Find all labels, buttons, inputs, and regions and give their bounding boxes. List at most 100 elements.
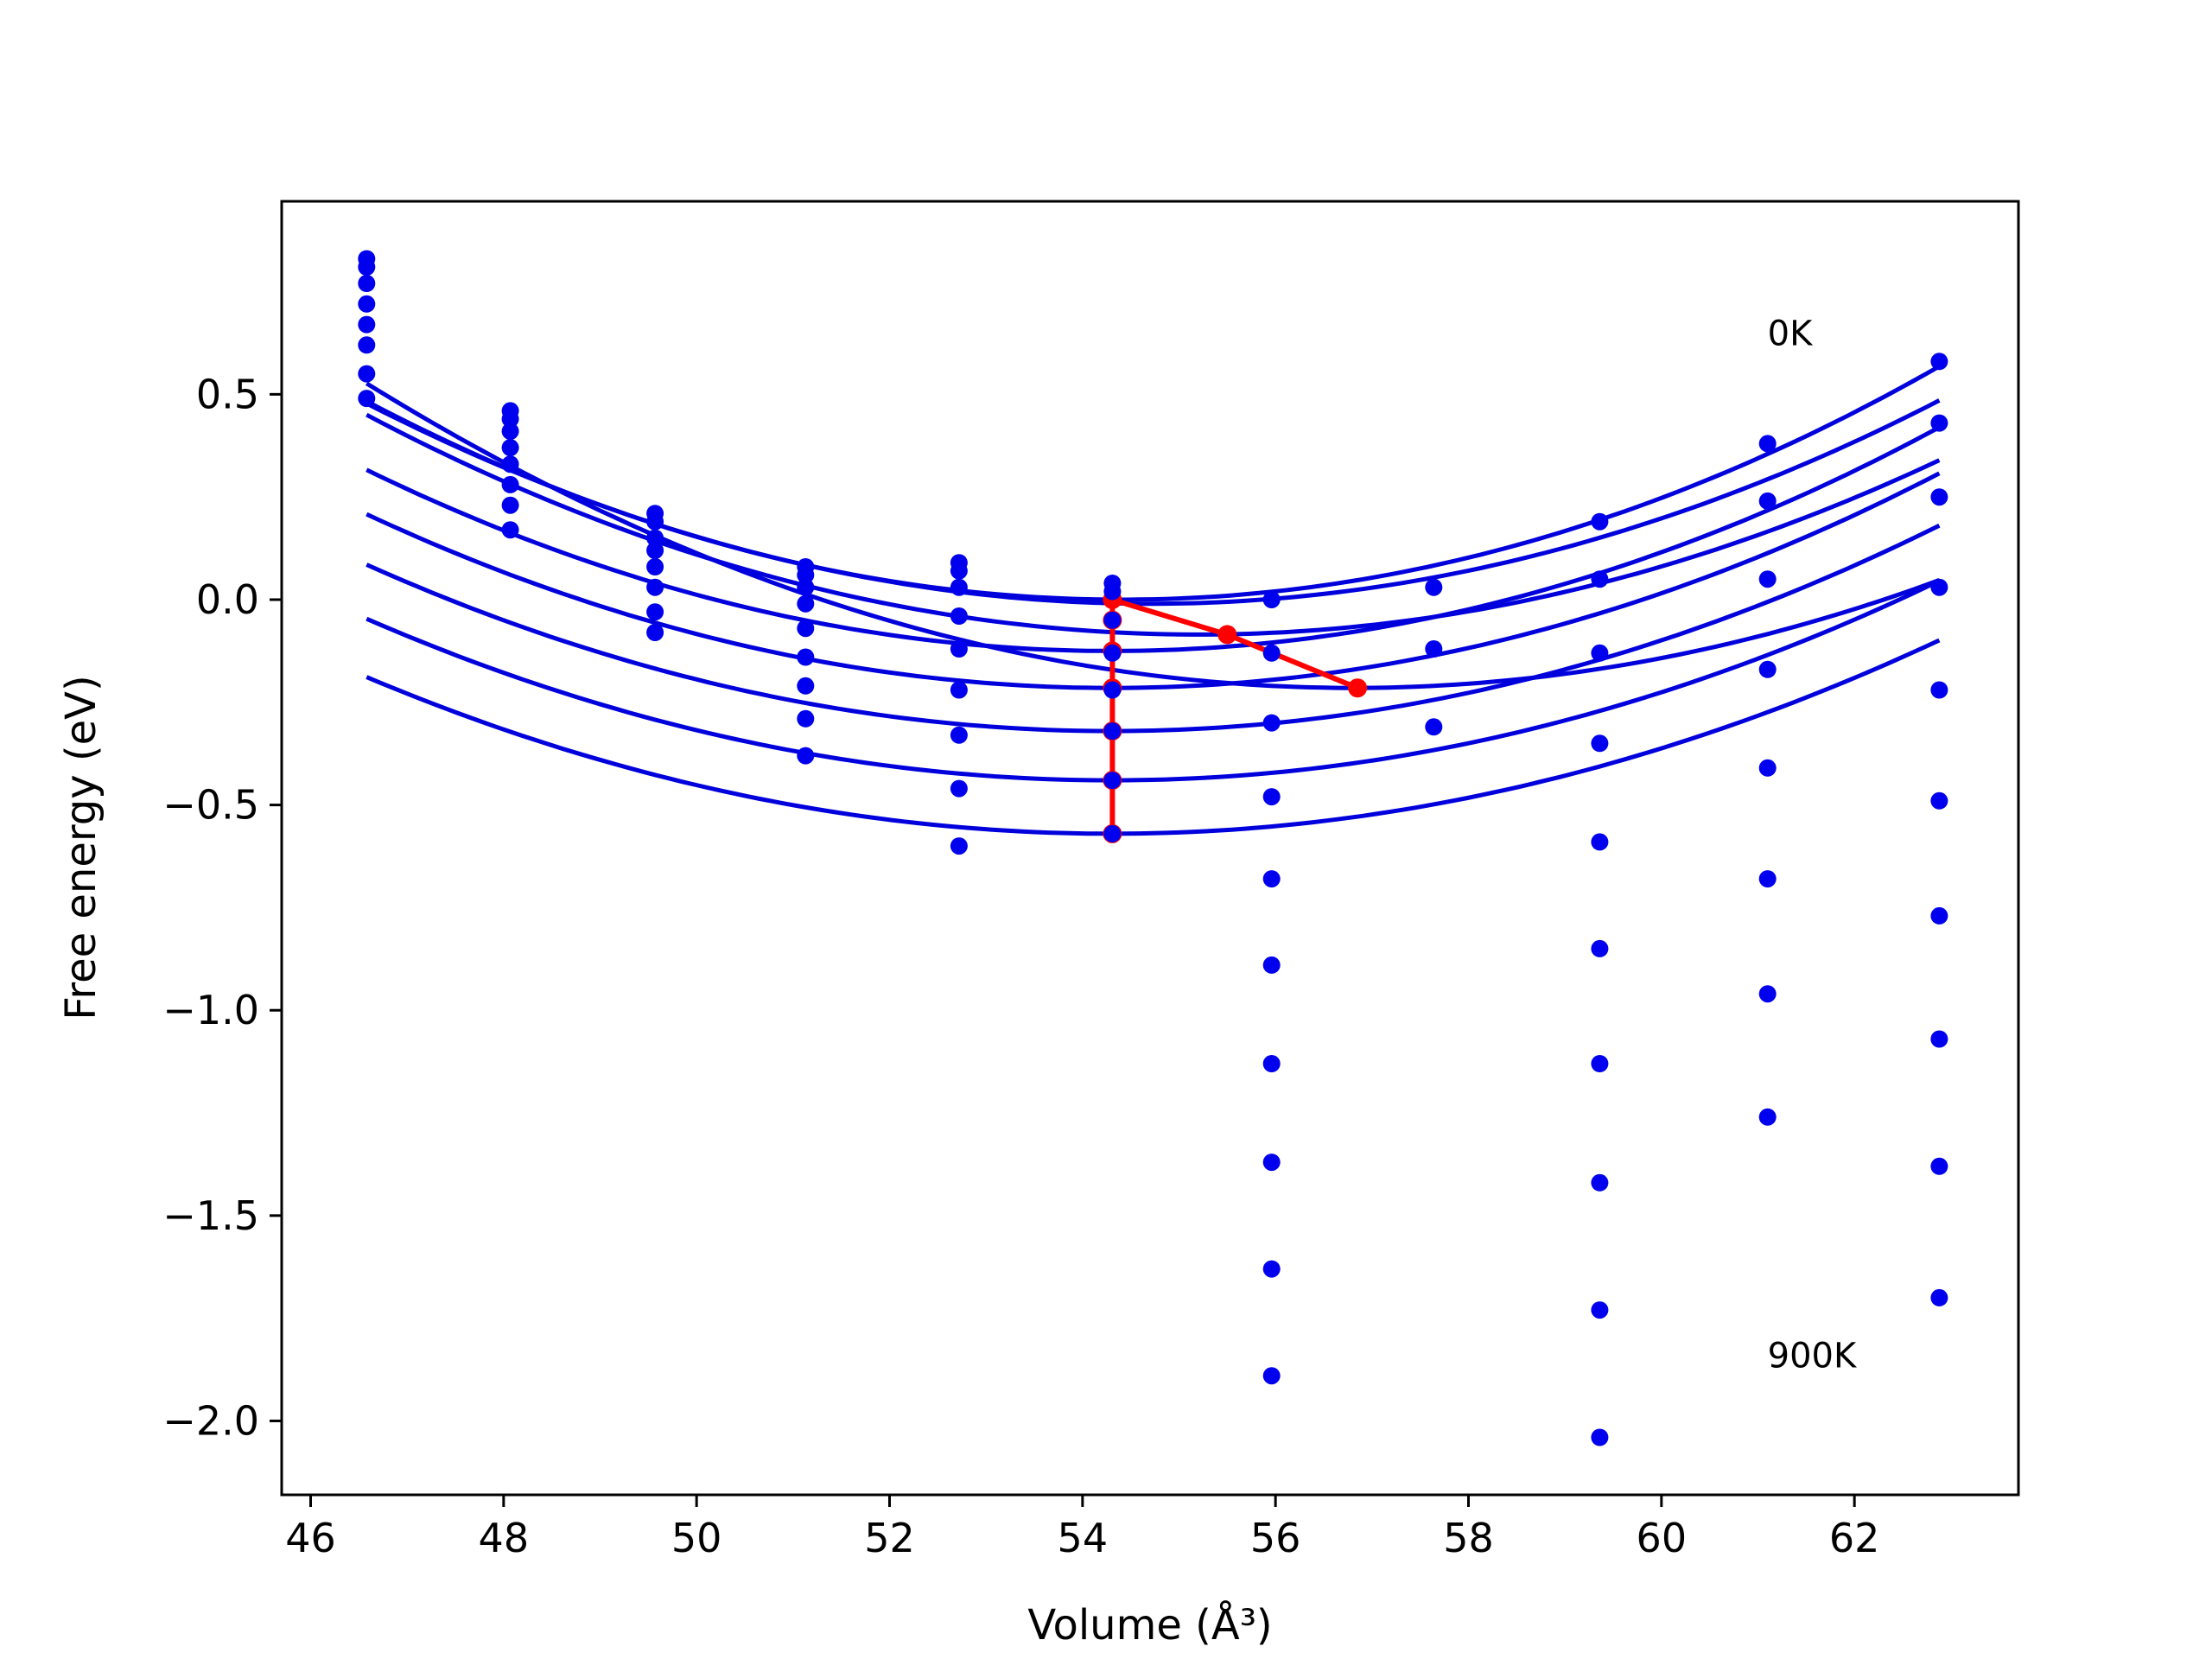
data-point-10-5 — [1930, 791, 1948, 810]
x-tick-label: 48 — [479, 1515, 530, 1561]
y-tick-label: 0.5 — [196, 371, 259, 417]
data-point-5-7 — [1103, 824, 1122, 842]
x-tick-label: 50 — [671, 1515, 722, 1561]
minima-point-0 — [1348, 678, 1368, 698]
data-point-10-3 — [1930, 578, 1948, 596]
data-point-9-2 — [1758, 570, 1777, 588]
data-point-6-7 — [1262, 1154, 1281, 1172]
data-point-8-1 — [1591, 570, 1609, 588]
data-point-1-5 — [501, 475, 519, 493]
data-point-9-1 — [1758, 492, 1777, 510]
x-tick-label: 62 — [1829, 1515, 1880, 1561]
data-point-1-4 — [501, 455, 519, 474]
data-point-4-1 — [950, 562, 968, 580]
x-tick-label: 56 — [1250, 1515, 1301, 1561]
data-point-4-5 — [950, 681, 968, 699]
data-point-3-6 — [797, 677, 815, 695]
y-tick-label: −1.0 — [162, 987, 259, 1033]
annotations-layer: 0K 900K — [1768, 314, 1858, 1376]
data-point-7-2 — [1425, 718, 1443, 736]
data-point-7-1 — [1425, 640, 1443, 658]
data-point-10-7 — [1930, 1030, 1948, 1048]
x-tick-label: 54 — [1058, 1515, 1109, 1561]
data-point-1-2 — [501, 423, 519, 441]
fit-curve-4 — [365, 471, 1941, 690]
data-point-5-5 — [1103, 722, 1122, 741]
fit-curve-2 — [365, 412, 1941, 637]
fit-curve-5 — [365, 523, 1941, 734]
data-point-2-7 — [646, 624, 664, 641]
data-point-2-5 — [646, 578, 664, 596]
data-points-layer — [358, 250, 1948, 1446]
data-point-6-0 — [1262, 591, 1281, 608]
plot-frame — [280, 200, 2020, 1497]
data-point-9-6 — [1758, 985, 1777, 1003]
x-tick-label: 52 — [864, 1515, 915, 1561]
data-point-7-0 — [1425, 578, 1443, 596]
data-point-0-6 — [358, 365, 376, 383]
data-point-6-9 — [1262, 1367, 1281, 1385]
data-point-10-9 — [1930, 1288, 1948, 1306]
data-point-6-6 — [1262, 1055, 1281, 1072]
fit-curve-8 — [365, 638, 1941, 836]
data-point-8-3 — [1591, 734, 1609, 753]
data-point-0-4 — [358, 315, 376, 334]
data-point-8-9 — [1591, 1428, 1609, 1446]
fit-curve-7 — [365, 578, 1941, 783]
y-tick-label: −2.0 — [162, 1397, 259, 1444]
data-point-4-2 — [950, 578, 968, 596]
y-axis-label: Free energy (eV) — [57, 675, 105, 1020]
data-point-2-2 — [646, 529, 664, 547]
data-point-9-7 — [1758, 1108, 1777, 1126]
data-point-10-8 — [1930, 1157, 1948, 1175]
minima-point-1 — [1217, 625, 1237, 645]
data-point-9-0 — [1758, 435, 1777, 453]
data-point-8-0 — [1591, 512, 1609, 531]
data-point-5-1 — [1103, 582, 1122, 601]
y-tick-label: −1.5 — [162, 1192, 259, 1239]
data-point-4-3 — [950, 607, 968, 625]
data-point-3-2 — [797, 578, 815, 596]
data-point-9-4 — [1758, 759, 1777, 777]
y-axis-ticks: 0.5 0.0 −0.5 −1.0 −1.5 −2.0 — [162, 371, 282, 1444]
data-point-6-5 — [1262, 956, 1281, 974]
data-point-5-6 — [1103, 772, 1122, 790]
data-point-10-1 — [1930, 414, 1948, 432]
data-point-8-8 — [1591, 1301, 1609, 1319]
data-point-8-7 — [1591, 1173, 1609, 1192]
annotation-0: 0K — [1768, 314, 1814, 353]
data-point-8-5 — [1591, 939, 1609, 957]
data-point-2-3 — [646, 542, 664, 559]
data-point-8-4 — [1591, 833, 1609, 851]
x-tick-label: 58 — [1443, 1515, 1494, 1561]
data-point-2-1 — [646, 512, 664, 531]
data-point-9-3 — [1758, 660, 1777, 678]
x-tick-label: 60 — [1637, 1515, 1688, 1561]
data-point-5-4 — [1103, 681, 1122, 699]
data-point-6-8 — [1262, 1260, 1281, 1278]
y-tick-label: −0.5 — [162, 782, 259, 829]
fit-curves-layer — [365, 364, 1941, 836]
data-point-10-4 — [1930, 681, 1948, 699]
x-axis-ticks: 46 48 50 52 54 56 58 60 62 — [285, 1495, 1879, 1561]
annotation-1: 900K — [1768, 1337, 1858, 1376]
data-point-0-2 — [358, 275, 376, 292]
data-point-10-0 — [1930, 353, 1948, 371]
data-point-2-4 — [646, 558, 664, 575]
fit-curve-3 — [365, 425, 1941, 653]
data-point-1-3 — [501, 439, 519, 457]
data-point-3-5 — [797, 648, 815, 666]
data-point-5-3 — [1103, 644, 1122, 662]
data-point-3-3 — [797, 594, 815, 613]
data-point-3-8 — [797, 747, 815, 765]
data-point-4-6 — [950, 726, 968, 744]
data-point-5-2 — [1103, 611, 1122, 629]
fit-curve-1 — [365, 398, 1941, 607]
data-point-6-4 — [1262, 870, 1281, 888]
fit-curve-6 — [365, 381, 1941, 690]
data-point-4-8 — [950, 837, 968, 855]
x-axis-label: Volume (Å³) — [1027, 1600, 1272, 1649]
data-point-0-7 — [358, 390, 376, 408]
data-point-2-6 — [646, 603, 664, 621]
